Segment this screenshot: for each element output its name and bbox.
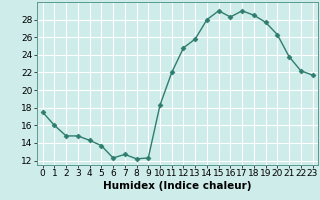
X-axis label: Humidex (Indice chaleur): Humidex (Indice chaleur): [103, 181, 252, 191]
